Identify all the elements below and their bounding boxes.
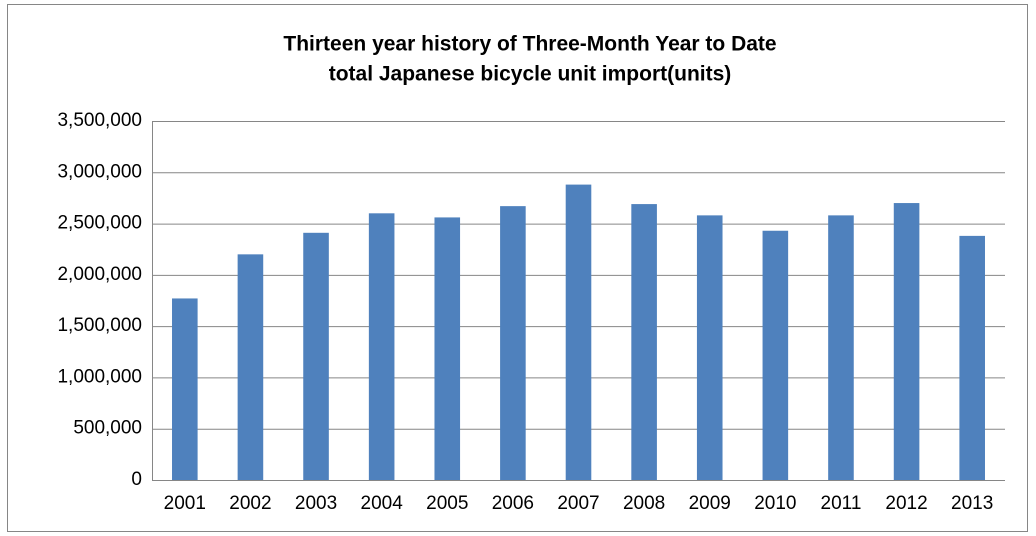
y-tick-label: 2,000,000 [57, 264, 142, 285]
bar [237, 254, 264, 480]
bar [500, 206, 526, 481]
x-tick-label: 2006 [492, 493, 534, 514]
x-tick-label: 2008 [623, 493, 665, 514]
bar [696, 215, 723, 480]
x-tick-label: 2013 [951, 493, 993, 514]
y-tick-label: 0 [131, 469, 142, 490]
bar [828, 215, 854, 480]
bar [959, 235, 985, 480]
bar [565, 184, 592, 480]
bar [762, 230, 789, 480]
y-tick-label: 3,000,000 [57, 161, 142, 182]
y-tick-label: 500,000 [73, 418, 142, 439]
y-tick-label: 1,000,000 [57, 366, 142, 387]
x-tick-label: 2002 [229, 493, 271, 514]
x-tick-label: 2010 [754, 493, 796, 514]
x-tick-label: 2009 [689, 493, 731, 514]
y-tick-label: 3,500,000 [57, 110, 142, 131]
x-tick-label: 2001 [164, 493, 206, 514]
x-tick-label: 2005 [426, 493, 468, 514]
bar [303, 232, 329, 480]
y-tick-label: 2,500,000 [57, 213, 142, 234]
x-tick-label: 2012 [885, 493, 927, 514]
bar [893, 203, 920, 481]
bar [631, 204, 657, 480]
chart-title: total Japanese bicycle unit import(units… [329, 63, 732, 86]
x-tick-label: 2003 [295, 493, 337, 514]
x-tick-label: 2011 [821, 493, 862, 514]
bar [434, 217, 461, 480]
chart-title: Thirteen year history of Three-Month Yea… [283, 33, 776, 56]
bar [172, 298, 198, 480]
y-tick-label: 1,500,000 [57, 315, 142, 336]
bar [368, 213, 395, 481]
x-tick-label: 2004 [361, 493, 404, 514]
x-tick-label: 2007 [557, 493, 599, 514]
